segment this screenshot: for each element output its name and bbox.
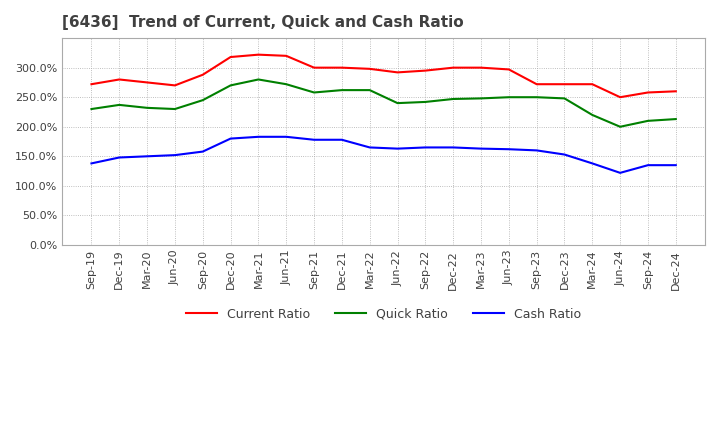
Cash Ratio [87, 161, 96, 166]
Cash Ratio [310, 137, 318, 143]
Current Ratio [310, 65, 318, 70]
Current Ratio [365, 66, 374, 71]
Quick Ratio [616, 124, 624, 129]
Current Ratio [644, 90, 652, 95]
Current Ratio [282, 53, 291, 59]
Cash Ratio [588, 161, 597, 166]
Quick Ratio [338, 88, 346, 93]
Current Ratio [115, 77, 124, 82]
Cash Ratio [560, 152, 569, 157]
Quick Ratio [143, 105, 151, 110]
Quick Ratio [505, 95, 513, 100]
Current Ratio [421, 68, 430, 73]
Cash Ratio [338, 137, 346, 143]
Cash Ratio [199, 149, 207, 154]
Quick Ratio [199, 98, 207, 103]
Quick Ratio [644, 118, 652, 124]
Quick Ratio [87, 106, 96, 112]
Quick Ratio [393, 100, 402, 106]
Quick Ratio [254, 77, 263, 82]
Quick Ratio [560, 96, 569, 101]
Cash Ratio [477, 146, 485, 151]
Current Ratio [672, 88, 680, 94]
Current Ratio [226, 55, 235, 60]
Current Ratio [616, 95, 624, 100]
Cash Ratio [532, 148, 541, 153]
Text: [6436]  Trend of Current, Quick and Cash Ratio: [6436] Trend of Current, Quick and Cash … [62, 15, 464, 30]
Cash Ratio [393, 146, 402, 151]
Current Ratio [449, 65, 457, 70]
Line: Quick Ratio: Quick Ratio [91, 80, 676, 127]
Cash Ratio [672, 162, 680, 168]
Current Ratio [477, 65, 485, 70]
Current Ratio [338, 65, 346, 70]
Current Ratio [393, 70, 402, 75]
Cash Ratio [254, 134, 263, 139]
Quick Ratio [115, 102, 124, 107]
Cash Ratio [282, 134, 291, 139]
Cash Ratio [505, 147, 513, 152]
Current Ratio [588, 81, 597, 87]
Current Ratio [254, 52, 263, 57]
Quick Ratio [282, 81, 291, 87]
Cash Ratio [644, 162, 652, 168]
Current Ratio [505, 67, 513, 72]
Current Ratio [532, 81, 541, 87]
Current Ratio [199, 72, 207, 77]
Quick Ratio [365, 88, 374, 93]
Quick Ratio [532, 95, 541, 100]
Cash Ratio [143, 154, 151, 159]
Cash Ratio [171, 153, 179, 158]
Cash Ratio [115, 155, 124, 160]
Current Ratio [87, 81, 96, 87]
Quick Ratio [672, 117, 680, 122]
Current Ratio [143, 80, 151, 85]
Quick Ratio [588, 112, 597, 117]
Quick Ratio [449, 96, 457, 102]
Line: Current Ratio: Current Ratio [91, 55, 676, 97]
Quick Ratio [421, 99, 430, 105]
Cash Ratio [365, 145, 374, 150]
Current Ratio [560, 81, 569, 87]
Quick Ratio [310, 90, 318, 95]
Current Ratio [171, 83, 179, 88]
Legend: Current Ratio, Quick Ratio, Cash Ratio: Current Ratio, Quick Ratio, Cash Ratio [181, 303, 587, 326]
Cash Ratio [226, 136, 235, 141]
Quick Ratio [477, 96, 485, 101]
Cash Ratio [449, 145, 457, 150]
Cash Ratio [616, 170, 624, 176]
Quick Ratio [171, 106, 179, 112]
Line: Cash Ratio: Cash Ratio [91, 137, 676, 173]
Cash Ratio [421, 145, 430, 150]
Quick Ratio [226, 83, 235, 88]
